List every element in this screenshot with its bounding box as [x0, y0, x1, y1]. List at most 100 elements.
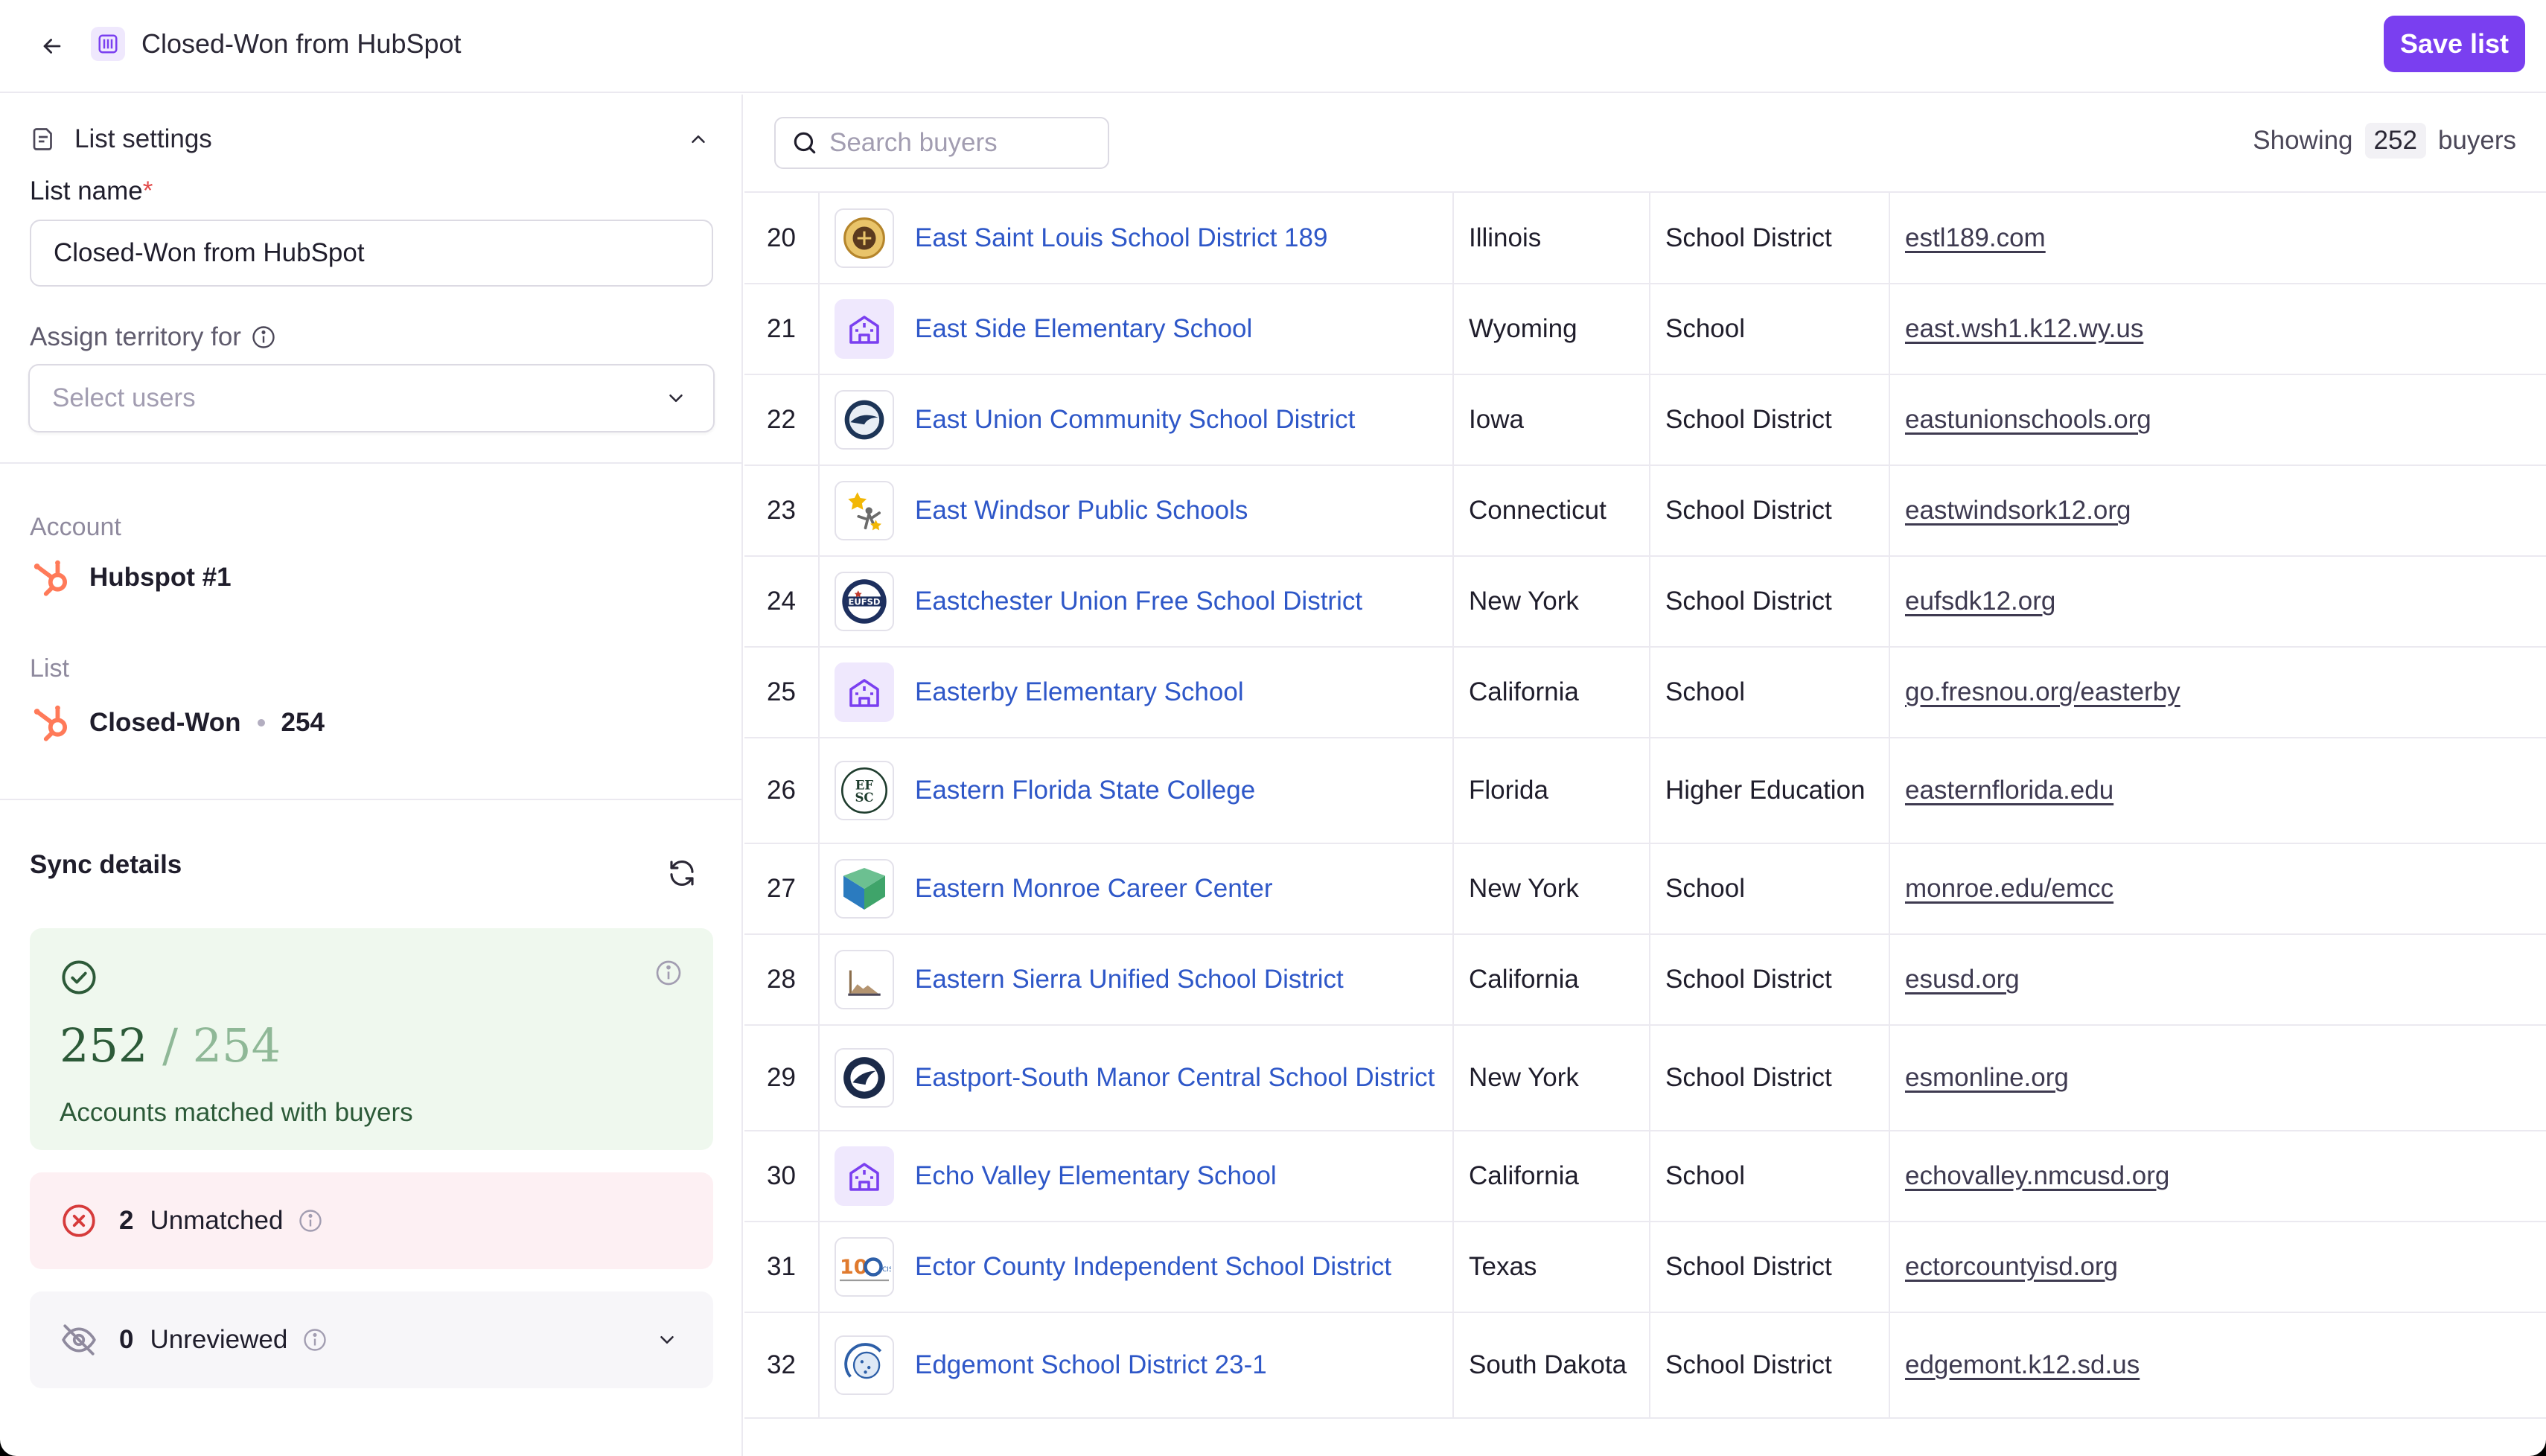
school-building-icon [835, 1146, 894, 1206]
website-link[interactable]: esmonline.org [1905, 1063, 2069, 1092]
matched-total: 254 [192, 1018, 281, 1073]
website-link[interactable]: esusd.org [1905, 965, 2020, 994]
unreviewed-label: Unreviewed [150, 1325, 288, 1354]
website-link[interactable]: ectorcountyisd.org [1905, 1252, 2118, 1281]
school-building-icon [835, 299, 894, 359]
document-icon [30, 124, 60, 154]
buyer-name-link[interactable]: Edgemont School District 23-1 [915, 1350, 1267, 1379]
website-link[interactable]: eastunionschools.org [1905, 405, 2151, 434]
website-link[interactable]: estl189.com [1905, 223, 2046, 252]
showing-prefix: Showing [2253, 126, 2353, 155]
buyer-name-link[interactable]: Eastern Florida State College [915, 776, 1256, 805]
buyer-name-link[interactable]: Easterby Elementary School [915, 677, 1244, 706]
hubspot-icon [34, 705, 68, 741]
matched-label: Accounts matched with buyers [60, 1098, 413, 1127]
buyer-logo [835, 1048, 894, 1108]
buyer-logo [835, 859, 894, 919]
state-cell: Texas [1453, 1222, 1650, 1313]
table-row[interactable]: 32 Edgemont School District 23-1 South Dak… [744, 1312, 2546, 1419]
table-row[interactable]: 23 East Windsor Public Schools Connecticut… [744, 465, 2546, 557]
website-link[interactable]: east.wsh1.k12.wy.us [1905, 314, 2144, 343]
chevron-down-icon [661, 383, 691, 413]
buyer-name-link[interactable]: East Windsor Public Schools [915, 496, 1248, 525]
table-row[interactable]: 24 EUFSD Eastchester Union Free School Dis… [744, 556, 2546, 648]
buyer-name-link[interactable]: Echo Valley Elementary School [915, 1161, 1277, 1190]
row-index: 20 [744, 193, 820, 284]
buyer-name-link[interactable]: East Union Community School District [915, 405, 1356, 434]
website-link[interactable]: go.fresnou.org/easterby [1905, 677, 2180, 706]
row-index: 22 [744, 374, 820, 466]
unreviewed-count: 0 [119, 1325, 134, 1354]
save-list-button[interactable]: Save list [2384, 16, 2525, 72]
list-icon [91, 27, 125, 61]
website-link[interactable]: echovalley.nmcusd.org [1905, 1161, 2170, 1190]
state-cell: New York [1453, 556, 1650, 648]
buyer-name-link[interactable]: Eastern Sierra Unified School District [915, 965, 1344, 994]
info-icon[interactable] [296, 1207, 325, 1235]
buyer-name-link[interactable]: East Saint Louis School District 189 [915, 223, 1328, 252]
buyer-name-link[interactable]: East Side Elementary School [915, 314, 1253, 343]
search-box[interactable] [774, 117, 1109, 169]
website-cell: easternflorida.edu [1889, 738, 2546, 844]
matched-count: 252 / 254 [60, 1016, 281, 1076]
matched-number: 252 [60, 1018, 148, 1073]
type-cell: School District [1650, 465, 1890, 557]
refresh-icon[interactable] [664, 855, 700, 891]
list-settings-header[interactable]: List settings [30, 117, 715, 162]
hubspot-list-count: 254 [281, 708, 325, 737]
table-row[interactable]: 27 Eastern Monroe Career Center New York Sc… [744, 843, 2546, 935]
buyers-table: 20 East Saint Louis School District 189 Il… [744, 191, 2546, 1456]
website-link[interactable]: monroe.edu/emcc [1905, 874, 2114, 903]
table-row[interactable]: 20 East Saint Louis School District 189 Il… [744, 193, 2546, 284]
separator-dot [257, 719, 265, 727]
website-link[interactable]: eufsdk12.org [1905, 587, 2056, 616]
divider [0, 462, 743, 464]
select-users-dropdown[interactable]: Select users [28, 364, 715, 432]
website-cell: eastunionschools.org [1889, 374, 2546, 466]
svg-text:10: 10 [840, 1256, 868, 1279]
buyer-name-link[interactable]: Ector County Independent School District [915, 1252, 1392, 1281]
sync-details-title: Sync details [30, 850, 182, 879]
x-circle-icon [60, 1201, 98, 1240]
buyer-logo [835, 950, 894, 1009]
info-icon[interactable] [250, 324, 277, 351]
table-row[interactable]: 21 East Side Elementary School Wyoming Scho… [744, 284, 2546, 375]
website-link[interactable]: eastwindsork12.org [1905, 496, 2131, 525]
table-row[interactable]: 31 10 CISD Ector County Independent School … [744, 1222, 2546, 1313]
chevron-up-icon[interactable] [682, 123, 715, 156]
buyer-name-link[interactable]: Eastport-South Manor Central School Dist… [915, 1063, 1435, 1092]
table-row[interactable]: 28 Eastern Sierra Unified School District… [744, 934, 2546, 1026]
website-link[interactable]: edgemont.k12.sd.us [1905, 1350, 2140, 1379]
showing-suffix: buyers [2437, 126, 2516, 155]
svg-text:SC: SC [855, 791, 873, 805]
search-buyers-input[interactable] [829, 128, 1097, 158]
unmatched-card[interactable]: 2 Unmatched [30, 1172, 713, 1269]
website-cell: east.wsh1.k12.wy.us [1889, 284, 2546, 375]
buyer-name-link[interactable]: Eastchester Union Free School District [915, 587, 1363, 616]
list-label: List [30, 654, 69, 683]
website-cell: ectorcountyisd.org [1889, 1222, 2546, 1313]
state-cell: California [1453, 1131, 1650, 1222]
buyer-cell: East Side Elementary School [819, 284, 1454, 375]
state-cell: South Dakota [1453, 1312, 1650, 1419]
table-row[interactable]: 29 Eastport-South Manor Central School Di… [744, 1025, 2546, 1131]
required-asterisk: * [142, 176, 153, 205]
table-row[interactable]: 26 EF SC Eastern Florida State College Flori… [744, 738, 2546, 844]
info-icon[interactable] [654, 958, 683, 988]
buyer-name-link[interactable]: Eastern Monroe Career Center [915, 874, 1273, 903]
table-row[interactable]: 30 Echo Valley Elementary School Californi… [744, 1131, 2546, 1222]
buyer-cell: Edgemont School District 23-1 [819, 1312, 1454, 1419]
list-name-label-text: List name [30, 176, 143, 205]
table-row[interactable]: 25 Easterby Elementary School California Sc… [744, 647, 2546, 738]
unreviewed-card[interactable]: 0 Unreviewed [30, 1291, 713, 1388]
back-arrow-icon[interactable] [33, 27, 71, 66]
table-row[interactable]: 22 East Union Community School District Io… [744, 374, 2546, 466]
showing-count: Showing 252 buyers [2253, 123, 2516, 159]
buyer-logo: EUFSD [835, 572, 894, 631]
buyer-logo [835, 481, 894, 540]
website-link[interactable]: easternflorida.edu [1905, 776, 2114, 805]
chevron-down-icon[interactable] [651, 1324, 683, 1356]
info-icon[interactable] [301, 1326, 329, 1354]
list-name-input[interactable] [30, 220, 713, 287]
state-cell: Wyoming [1453, 284, 1650, 375]
